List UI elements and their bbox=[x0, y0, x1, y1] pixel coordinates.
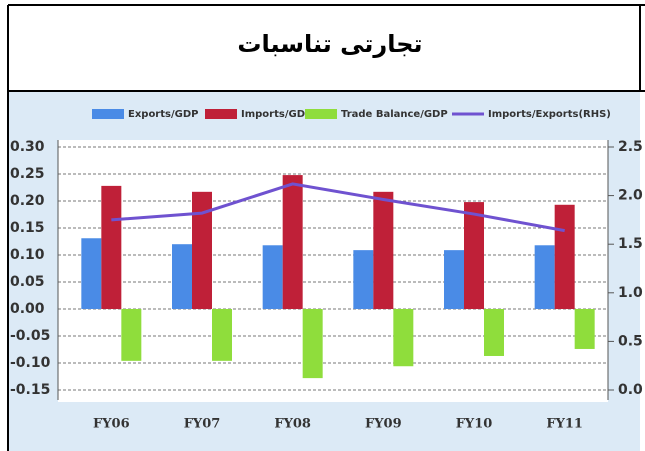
y2-tick-label: 0.0 bbox=[618, 382, 643, 398]
y-tick-label: 0.10 bbox=[10, 247, 45, 263]
legend-swatch bbox=[305, 109, 337, 119]
bar bbox=[81, 238, 102, 309]
x-tick-label: FY11 bbox=[546, 417, 583, 432]
y-tick-label: 0.25 bbox=[10, 166, 45, 182]
x-tick-label: FY07 bbox=[184, 417, 221, 432]
bar bbox=[121, 309, 142, 361]
bar bbox=[101, 185, 122, 309]
y-tick-label: -0.15 bbox=[10, 382, 50, 398]
bar bbox=[212, 309, 232, 361]
line bbox=[111, 182, 565, 233]
bar bbox=[282, 175, 303, 309]
legend-label: Imports/GDP bbox=[241, 109, 312, 120]
bar bbox=[172, 244, 192, 309]
y-tick-label: 0.30 bbox=[10, 139, 45, 155]
bar bbox=[262, 245, 283, 309]
y-tick-label: 0.00 bbox=[10, 301, 45, 317]
y-tick-label: -0.10 bbox=[10, 355, 51, 371]
y2-tick-label: 2.0 bbox=[618, 188, 643, 204]
bar bbox=[554, 204, 575, 309]
bar bbox=[464, 202, 484, 309]
y2-tick-label: 2.5 bbox=[618, 139, 643, 155]
bar bbox=[192, 191, 212, 309]
legend-label: Exports/GDP bbox=[128, 109, 198, 120]
legend-label: Trade Balance/GDP bbox=[341, 109, 448, 120]
x-tick-label: FY10 bbox=[456, 417, 493, 432]
bar bbox=[302, 309, 323, 379]
legend-swatch bbox=[92, 109, 124, 119]
chart-title: تجارتی تناسبات bbox=[237, 30, 422, 58]
bar bbox=[484, 309, 504, 356]
y-tick-label: 0.15 bbox=[10, 220, 45, 236]
x-tick-label: FY09 bbox=[365, 417, 402, 432]
x-tick-label: FY06 bbox=[93, 417, 130, 432]
bar bbox=[574, 309, 595, 349]
bar bbox=[444, 250, 464, 309]
y-tick-label: -0.05 bbox=[10, 328, 50, 344]
y2-tick-label: 1.0 bbox=[618, 285, 643, 301]
bar bbox=[393, 309, 414, 367]
y2-tick-label: 1.5 bbox=[618, 236, 643, 252]
bar bbox=[373, 191, 394, 309]
legend-swatch bbox=[205, 109, 237, 119]
legend-label: Imports/Exports(RHS) bbox=[488, 109, 611, 120]
y2-tick-label: 0.5 bbox=[618, 333, 643, 349]
bar bbox=[353, 250, 374, 309]
x-tick-label: FY08 bbox=[274, 417, 311, 432]
y-tick-label: 0.05 bbox=[10, 274, 45, 290]
bar bbox=[534, 245, 555, 309]
plot-area bbox=[58, 140, 608, 402]
y-tick-label: 0.20 bbox=[10, 193, 45, 209]
